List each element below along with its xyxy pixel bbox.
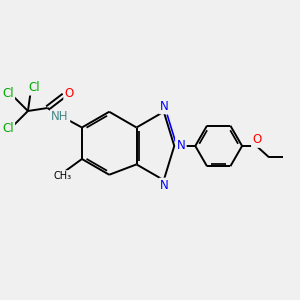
Text: N: N xyxy=(176,139,185,152)
Text: CH₃: CH₃ xyxy=(54,171,72,182)
Text: Cl: Cl xyxy=(2,86,14,100)
Text: NH: NH xyxy=(51,110,69,124)
Text: O: O xyxy=(65,87,74,101)
Text: N: N xyxy=(160,179,169,192)
Text: Cl: Cl xyxy=(29,81,40,94)
Text: O: O xyxy=(253,134,262,146)
Text: N: N xyxy=(160,100,169,113)
Text: Cl: Cl xyxy=(2,122,14,136)
